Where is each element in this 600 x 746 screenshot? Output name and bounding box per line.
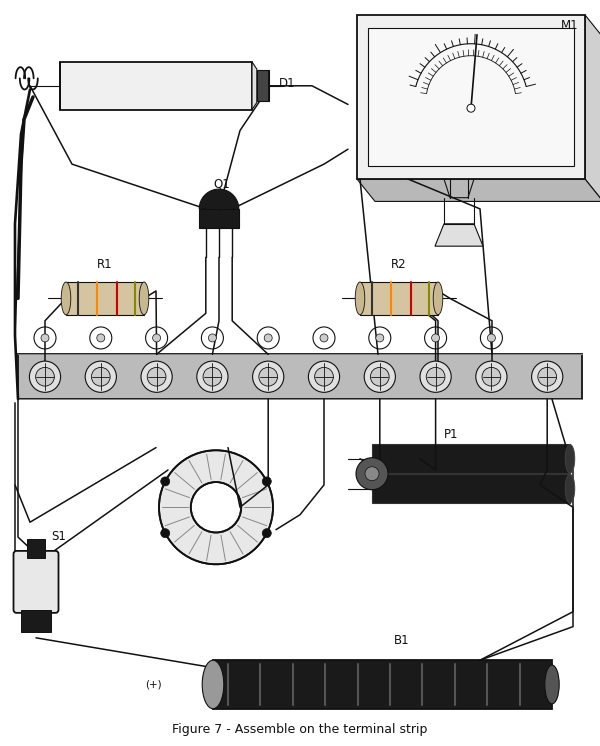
Polygon shape [368,28,574,166]
Circle shape [253,361,284,392]
Text: S1: S1 [51,530,66,543]
Circle shape [370,367,389,386]
Text: R2: R2 [391,258,407,271]
Circle shape [262,529,271,538]
Polygon shape [257,70,269,101]
Ellipse shape [433,282,443,315]
Polygon shape [252,62,257,110]
Circle shape [152,334,161,342]
Circle shape [161,477,170,486]
Circle shape [141,361,172,392]
Circle shape [308,361,340,392]
Circle shape [191,482,241,533]
Circle shape [259,367,278,386]
Circle shape [29,361,61,392]
Circle shape [426,367,445,386]
Circle shape [146,327,167,349]
Circle shape [431,334,440,342]
Polygon shape [60,62,252,110]
Circle shape [364,361,395,392]
Circle shape [90,327,112,349]
Text: P1: P1 [444,427,458,441]
Text: (+): (+) [145,680,161,689]
Circle shape [487,334,496,342]
Text: B1: B1 [394,634,410,647]
Text: Figure 7 - Assemble on the terminal strip: Figure 7 - Assemble on the terminal stri… [172,723,428,736]
Circle shape [208,334,217,342]
Circle shape [313,327,335,349]
Circle shape [532,361,563,392]
Circle shape [320,334,328,342]
Text: D1: D1 [279,77,296,90]
Circle shape [197,361,228,392]
Circle shape [482,367,501,386]
Circle shape [538,367,557,386]
Text: R1: R1 [97,258,113,271]
Circle shape [369,327,391,349]
Circle shape [97,334,105,342]
Polygon shape [372,474,570,503]
FancyBboxPatch shape [13,551,59,613]
Circle shape [420,361,451,392]
Circle shape [147,367,166,386]
Polygon shape [357,15,585,179]
Circle shape [376,334,384,342]
Circle shape [476,361,507,392]
Circle shape [85,361,116,392]
Polygon shape [199,189,239,209]
FancyBboxPatch shape [27,539,45,558]
Ellipse shape [565,474,575,503]
Circle shape [481,327,502,349]
Circle shape [202,327,223,349]
Polygon shape [357,179,600,201]
Circle shape [257,327,279,349]
Circle shape [262,477,271,486]
Text: Q1: Q1 [214,178,230,190]
Ellipse shape [202,660,224,709]
Polygon shape [372,445,570,473]
Circle shape [41,334,49,342]
Polygon shape [66,282,144,315]
Ellipse shape [565,445,575,473]
Ellipse shape [355,282,365,315]
Circle shape [91,367,110,386]
Ellipse shape [61,282,71,315]
Polygon shape [18,354,582,399]
Text: M1: M1 [562,19,579,31]
Circle shape [203,367,222,386]
Circle shape [34,327,56,349]
Polygon shape [199,209,239,228]
Circle shape [159,451,273,564]
Circle shape [365,467,379,480]
Polygon shape [585,15,600,201]
Polygon shape [21,610,51,633]
Circle shape [425,327,446,349]
Circle shape [467,104,475,112]
Polygon shape [435,224,483,246]
Circle shape [264,334,272,342]
Circle shape [161,529,170,538]
Circle shape [356,458,388,489]
Ellipse shape [545,665,559,704]
Ellipse shape [139,282,149,315]
Circle shape [35,367,55,386]
Polygon shape [213,660,552,709]
Polygon shape [360,282,438,315]
Circle shape [314,367,334,386]
